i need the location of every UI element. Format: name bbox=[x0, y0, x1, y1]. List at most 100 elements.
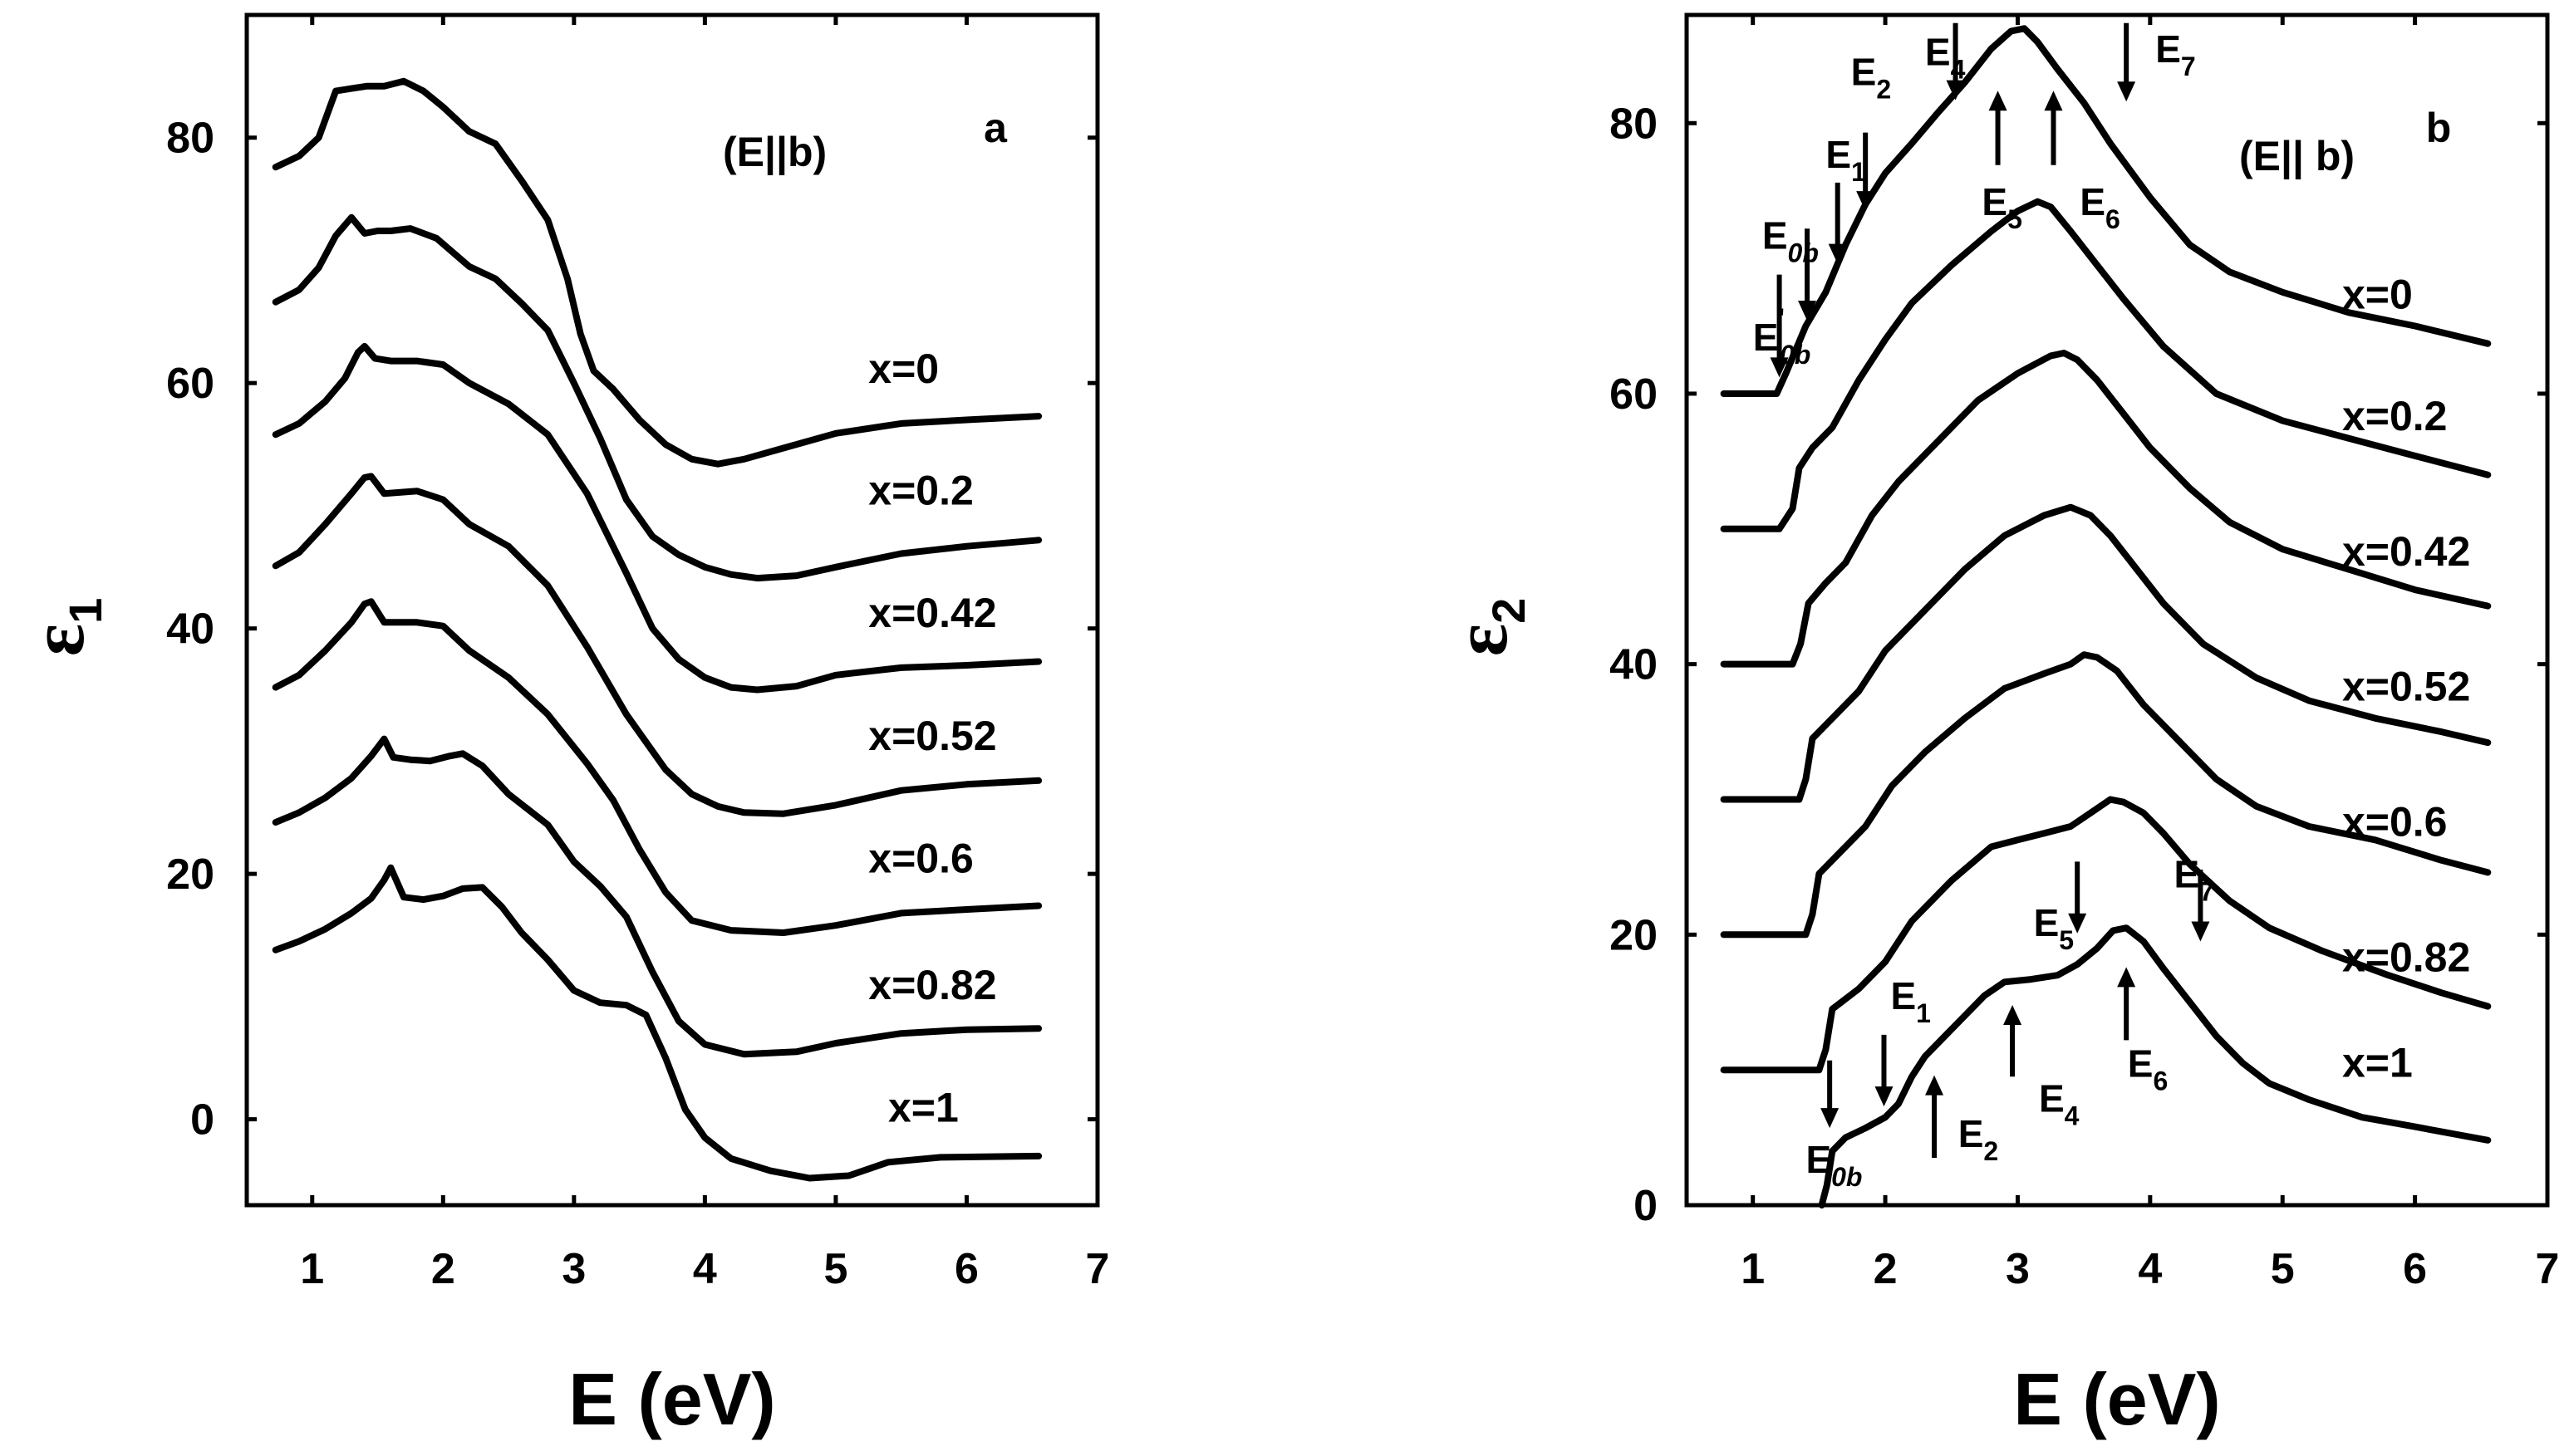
x-tick-label: 5 bbox=[823, 1245, 847, 1293]
y-axis-title: ε1 bbox=[15, 598, 111, 656]
series-label: x=1 bbox=[888, 1085, 959, 1131]
transition-label-main: E bbox=[1753, 316, 1779, 359]
x-tick-label: 5 bbox=[2271, 1245, 2295, 1293]
x-tick-label: 3 bbox=[2006, 1245, 2030, 1293]
transition-label: E6 bbox=[2080, 180, 2120, 234]
transition-label-main: E bbox=[2174, 852, 2200, 895]
transition-label-main: E bbox=[1851, 51, 1877, 94]
x-tick-label: 6 bbox=[955, 1245, 979, 1293]
panel-tag: a bbox=[984, 105, 1008, 151]
plot-frame-b bbox=[1684, 12, 2550, 1208]
transition-arrow-head bbox=[2117, 81, 2136, 102]
transition-label: E5 bbox=[2034, 901, 2074, 955]
transition-label: E1 bbox=[1825, 133, 1865, 187]
y-tick-label: 60 bbox=[166, 360, 214, 408]
transition-label-subscript: 6 bbox=[2105, 204, 2120, 234]
series-line-x=0.82 bbox=[1720, 796, 2492, 1074]
transition-label-main: E bbox=[1825, 133, 1851, 176]
series-label: x=0.2 bbox=[2342, 393, 2448, 439]
transition-label-subscript: 5 bbox=[2007, 204, 2022, 234]
x-tick-label: 1 bbox=[300, 1245, 324, 1293]
transition-label-main: E bbox=[1805, 1138, 1831, 1181]
transition-label-subscript: 1 bbox=[1851, 157, 1866, 187]
transition-label: E2 bbox=[1958, 1112, 1998, 1166]
transition-label-subscript: 0b bbox=[1780, 340, 1810, 370]
transition-arrow-head bbox=[1925, 1075, 1944, 1096]
x-tick-label: 7 bbox=[1086, 1245, 1110, 1293]
series-label: x=0.52 bbox=[2342, 664, 2470, 710]
transition-label-subscript: 0b bbox=[1788, 238, 1819, 268]
transition-label-subscript: 7 bbox=[2199, 876, 2214, 906]
y-axis-subscript: 1 bbox=[59, 598, 111, 624]
transition-label-main: E bbox=[1762, 214, 1788, 257]
transition-label-subscript: 5 bbox=[2059, 925, 2074, 955]
y-tick-label: 80 bbox=[1609, 100, 1658, 148]
transition-label: E4 bbox=[1925, 30, 1966, 84]
y-tick-label: 60 bbox=[1609, 370, 1658, 419]
transition-label-subscript: 4 bbox=[1951, 54, 1966, 84]
transition-label-main: E bbox=[2080, 180, 2105, 223]
transition-arrow-head bbox=[2191, 921, 2210, 942]
series-label: x=0.82 bbox=[868, 962, 996, 1008]
series-label: x=0.6 bbox=[2342, 798, 2448, 845]
series-label: x=0.52 bbox=[868, 713, 996, 759]
polarization-label: (E||b) bbox=[723, 129, 827, 176]
y-tick-label: 0 bbox=[190, 1096, 214, 1145]
y-axis-title: ε2 bbox=[1438, 598, 1535, 656]
transition-arrow-head bbox=[2068, 913, 2087, 934]
transition-arrow-head bbox=[1798, 301, 1817, 321]
transition-arrow-head bbox=[1770, 357, 1789, 378]
transition-arrow-head bbox=[1874, 1086, 1894, 1107]
transition-label-main: E bbox=[2128, 1042, 2154, 1085]
transition-label-main: E bbox=[2155, 27, 2181, 71]
x-tick-label: 6 bbox=[2403, 1245, 2427, 1293]
series-label: x=0.82 bbox=[2342, 934, 2470, 980]
transition-label: E' 0b bbox=[1753, 303, 1811, 370]
series-line-x=0.42 bbox=[272, 342, 1043, 694]
transition-arrow-head bbox=[1828, 243, 1847, 264]
series-label: x=0.2 bbox=[868, 467, 974, 513]
series-line-x=1 bbox=[1818, 924, 2492, 1208]
transition-label-subscript: 7 bbox=[2181, 51, 2196, 81]
transition-label-subscript: 0b bbox=[1831, 1162, 1862, 1192]
transition-label: E2 bbox=[1851, 51, 1891, 105]
transition-label: E1 bbox=[1890, 974, 1930, 1028]
transition-arrow-head bbox=[2044, 91, 2063, 111]
x-axis-title: E (eV) bbox=[2013, 1358, 2220, 1440]
series-line-x=0.52 bbox=[272, 473, 1043, 817]
y-axis-symbol: ε bbox=[15, 624, 100, 656]
transition-label: E5 bbox=[1982, 180, 2021, 234]
transition-label-subscript: 1 bbox=[1916, 998, 1931, 1028]
transition-label: E7 bbox=[2155, 27, 2195, 81]
transition-label-main: E bbox=[1890, 974, 1916, 1017]
series-line-x=0.2 bbox=[272, 213, 1043, 582]
transition-label: E7 bbox=[2174, 852, 2214, 906]
transition-label: E0b bbox=[1805, 1138, 1862, 1192]
y-tick-label: 20 bbox=[1609, 911, 1658, 959]
series-line-x=0 bbox=[1720, 25, 2492, 397]
series-line-x=0 bbox=[272, 77, 1043, 468]
series-line-x=0.82 bbox=[272, 735, 1043, 1058]
x-tick-label: 4 bbox=[2138, 1245, 2162, 1293]
series-label: x=1 bbox=[2342, 1039, 2413, 1086]
series-label: x=0 bbox=[868, 346, 939, 392]
series-line-x=0.6 bbox=[272, 598, 1043, 936]
transition-label-subscript: 6 bbox=[2153, 1066, 2168, 1096]
x-tick-label: 7 bbox=[2536, 1245, 2560, 1293]
x-tick-label: 1 bbox=[1741, 1245, 1765, 1293]
series-line-x=0.42 bbox=[1720, 350, 2492, 668]
series-line-x=1 bbox=[272, 864, 1043, 1182]
transition-label-main: E bbox=[2039, 1077, 2065, 1120]
y-tick-label: 80 bbox=[166, 115, 214, 163]
transition-arrow-head bbox=[1988, 91, 2007, 111]
transition-label-subscript: 4 bbox=[2065, 1101, 2080, 1131]
y-tick-label: 40 bbox=[1609, 641, 1658, 689]
x-tick-label: 2 bbox=[431, 1245, 455, 1293]
transition-arrow-head bbox=[1946, 80, 1965, 100]
transition-label-main: E bbox=[2034, 901, 2060, 944]
series-line-x=0.52 bbox=[1720, 503, 2492, 803]
polarization-label: (E|| b) bbox=[2239, 133, 2355, 180]
y-tick-label: 0 bbox=[1633, 1182, 1658, 1230]
series-label: x=0 bbox=[2342, 271, 2413, 317]
